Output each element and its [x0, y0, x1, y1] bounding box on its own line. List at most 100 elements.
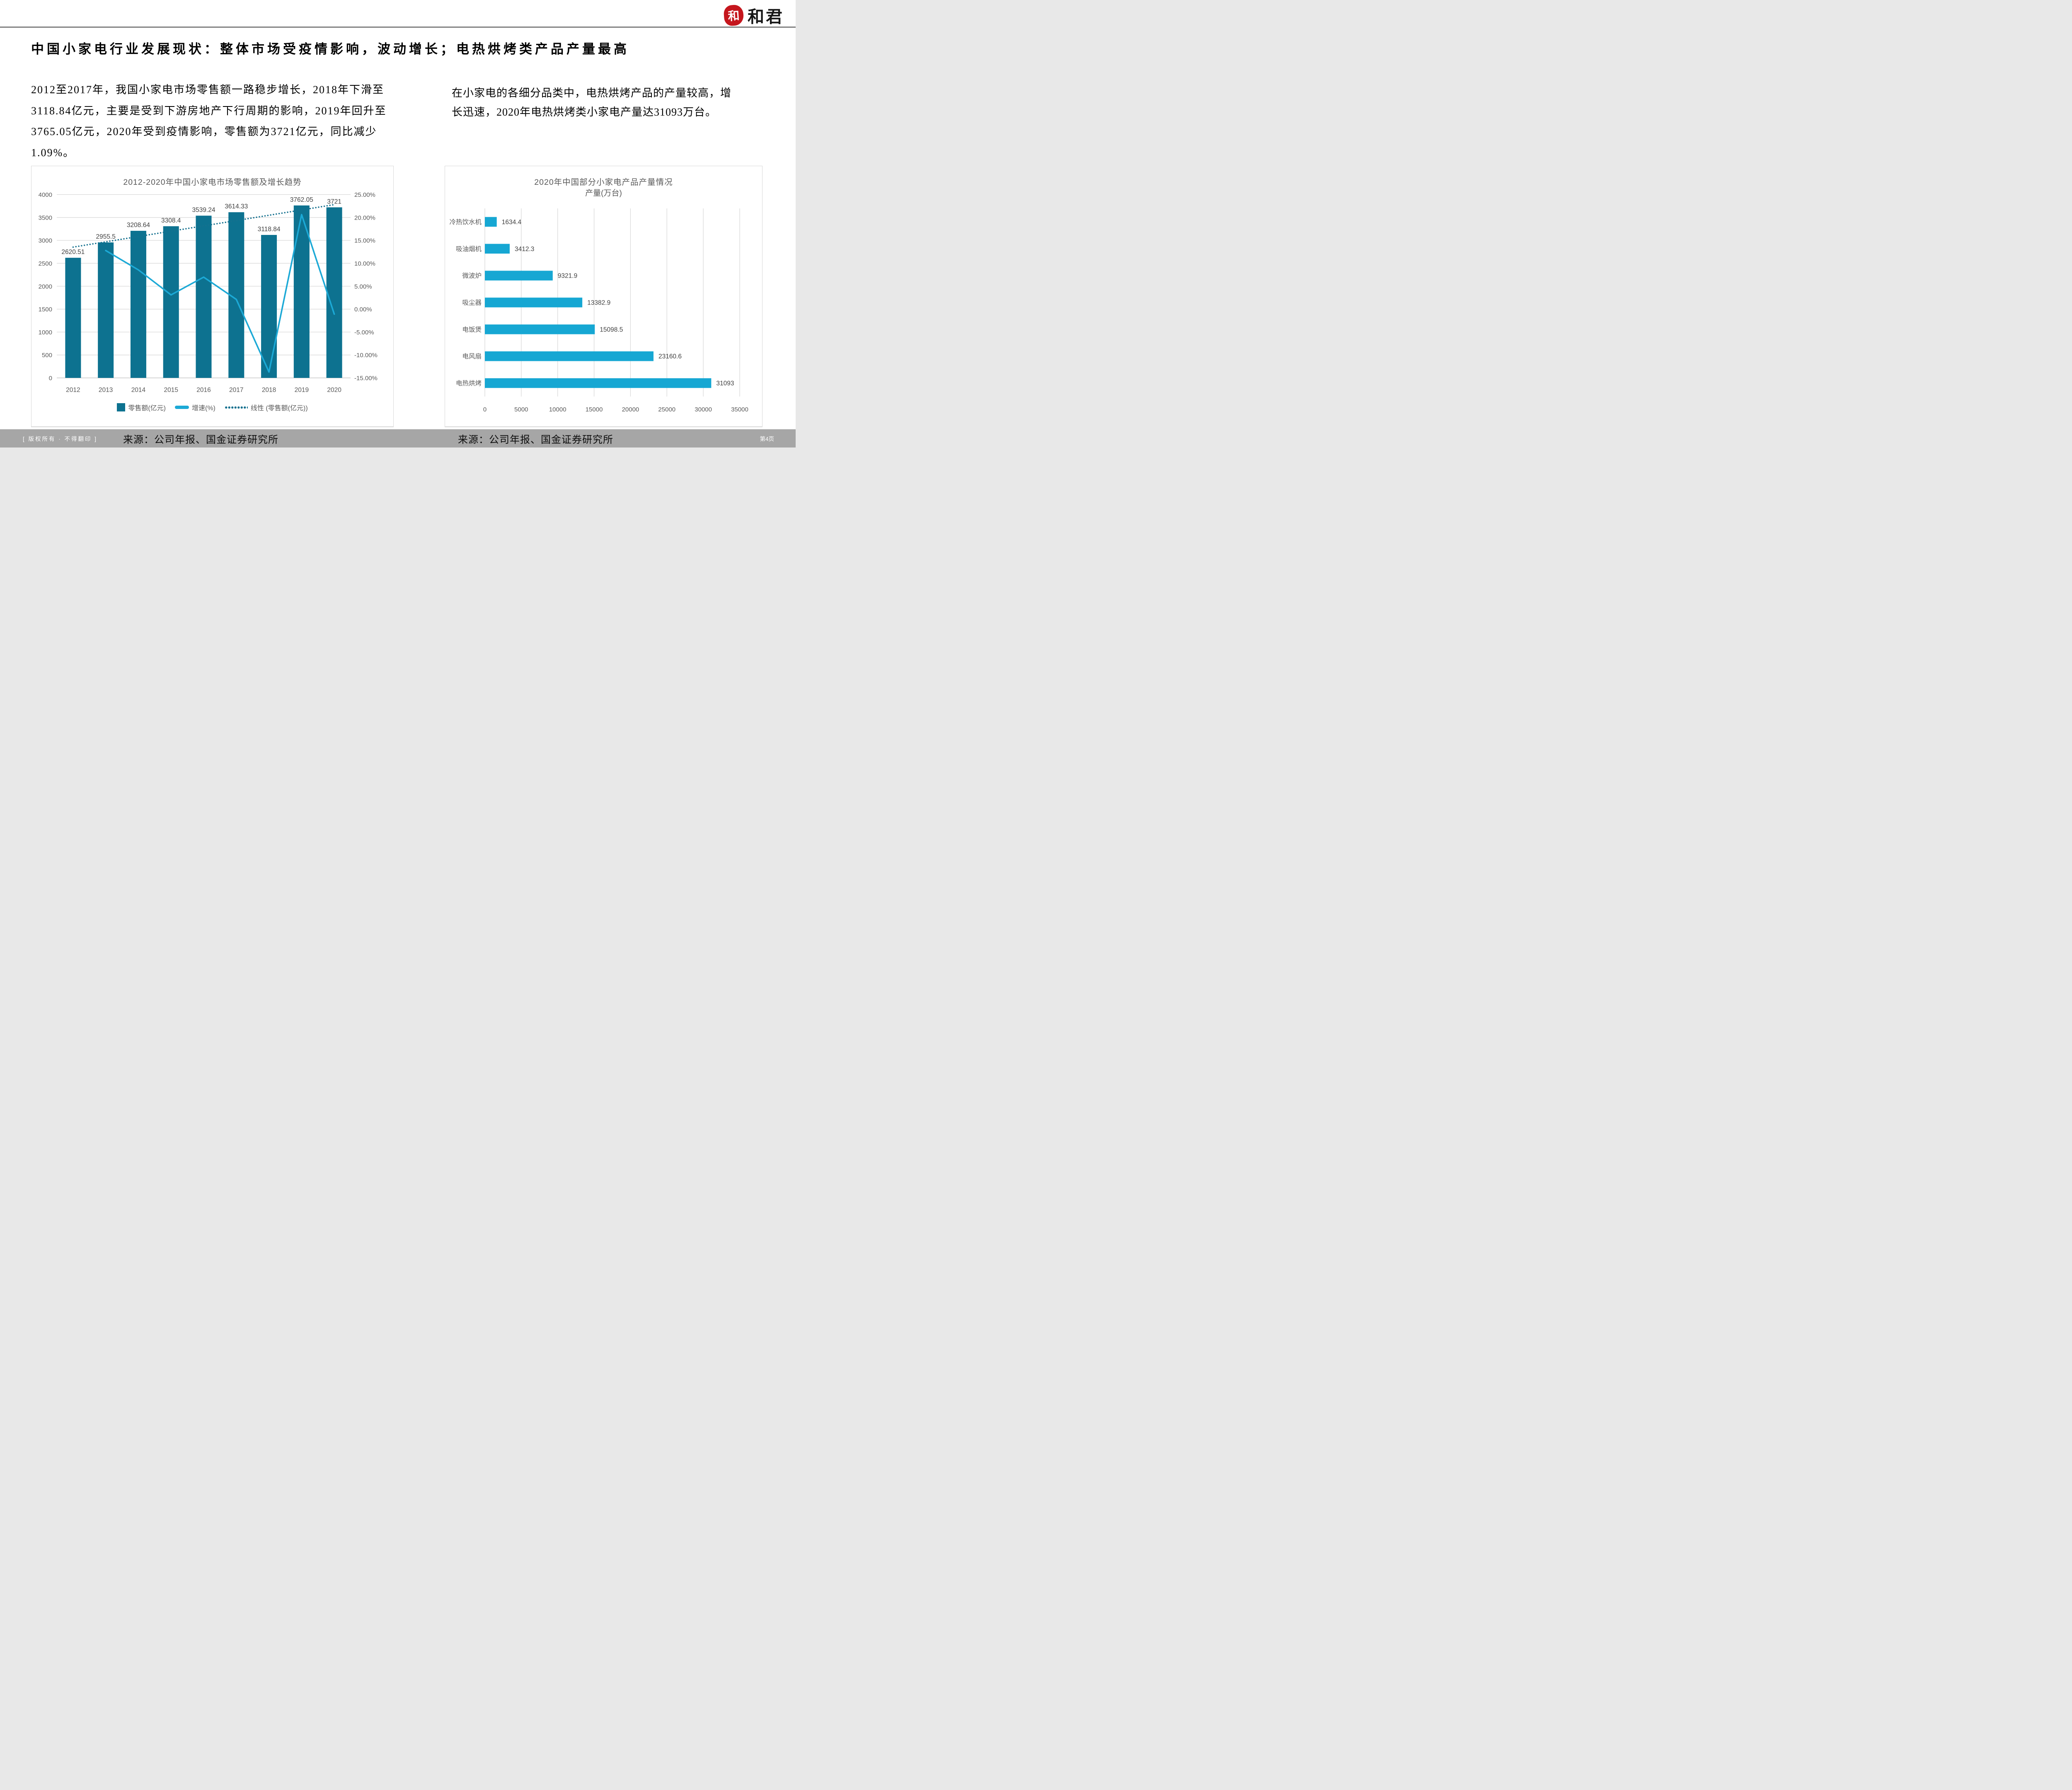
bar-value-label: 3721	[327, 198, 341, 205]
left-axis-tick: 4000	[39, 191, 52, 198]
header-divider	[0, 27, 796, 28]
bar-value-label: 1634.4	[502, 219, 522, 226]
x-axis-label: 2018	[262, 387, 276, 394]
right-axis-tick: 15.00%	[354, 237, 375, 244]
left-axis-tick: 1500	[39, 306, 52, 313]
x-axis-label: 2013	[99, 387, 113, 394]
x-axis-tick: 25000	[658, 406, 675, 413]
legend-dotted-swatch-icon	[224, 406, 248, 409]
left-chart-legend: 零售额(亿元) 增速(%) 线性 (零售额(亿元))	[31, 402, 393, 412]
production-chart-card: 2020年中国部分小家电产品产量情况 产量(万台) 0 5000 10000 1500…	[445, 166, 762, 427]
left-paragraph-line: 3118.84亿元，主要是受到下游房地产下行周期的影响，2019年回升至	[31, 104, 387, 117]
logo-seal-icon: 和	[723, 4, 744, 27]
bar-电热烘烤	[485, 378, 712, 388]
brand-logo: 和 和君	[723, 3, 784, 27]
bar-value-label: 15098.5	[600, 326, 623, 333]
source-note-left: 来源：公司年报、国金证券研究所	[123, 434, 278, 445]
bar-2013	[98, 242, 114, 378]
left-paragraph: 2012至2017年，我国小家电市场零售额一路稳步增长，2018年下滑至 311…	[31, 80, 404, 163]
bar-value-label: 3308.4	[161, 217, 181, 224]
category-label: 电风扇	[462, 353, 482, 360]
logo-seal-char: 和	[727, 10, 740, 23]
legend-label-revenue: 零售额(亿元)	[128, 405, 166, 412]
footer-bar: [ 版权所有 · 不得翻印 ] 来源：公司年报、国金证券研究所 来源：公司年报、…	[0, 429, 796, 448]
logo-brand-text: 和君	[748, 7, 784, 26]
page-number: 第4页	[760, 436, 774, 442]
left-paragraph-line: 2012至2017年，我国小家电市场零售额一路稳步增长，2018年下滑至	[31, 84, 385, 96]
x-axis-label: 2012	[66, 387, 80, 394]
bar-2015	[163, 226, 179, 378]
x-axis-label: 2019	[295, 387, 309, 394]
bar-2018	[261, 235, 277, 378]
right-axis-tick: -10.00%	[354, 352, 378, 359]
copyright-note: [ 版权所有 · 不得翻印 ]	[23, 436, 97, 442]
bar-value-label: 3614.33	[225, 203, 248, 210]
right-axis-tick: 0.00%	[354, 306, 372, 313]
right-axis-tick: 10.00%	[354, 260, 375, 267]
bar-value-label: 23160.6	[658, 353, 682, 360]
right-paragraph-line: 在小家电的各细分品类中，电热烘烤产品的产量较高，增	[452, 87, 732, 99]
legend-label-growth: 增速(%)	[192, 405, 215, 412]
bar-冷热饮水机	[485, 217, 497, 227]
bar-value-label: 3208.64	[127, 222, 150, 229]
growth-line	[105, 214, 335, 373]
bar-电饭煲	[485, 324, 595, 334]
x-axis-label: 2015	[164, 387, 178, 394]
bar-value-label: 3539.24	[192, 206, 215, 213]
category-label: 吸尘器	[462, 299, 482, 307]
x-axis-tick: 20000	[622, 406, 639, 413]
bar-吸尘器	[485, 298, 583, 307]
bar-2014	[130, 231, 146, 378]
x-axis-tick: 10000	[549, 406, 566, 413]
x-axis-tick: 30000	[695, 406, 712, 413]
bar-value-label: 9321.9	[558, 273, 577, 280]
right-paragraph: 在小家电的各细分品类中，电热烘烤产品的产量较高，增 长迅速，2020年电热烘烤类…	[452, 84, 767, 122]
category-label: 微波炉	[462, 272, 482, 280]
x-axis-tick: 15000	[586, 406, 603, 413]
category-label: 电热烘烤	[456, 380, 482, 387]
bar-电风扇	[485, 351, 654, 361]
legend-label-trend: 线性 (零售额(亿元))	[250, 405, 308, 412]
x-axis-label: 2016	[196, 387, 211, 394]
slide: 和 和君 中国小家电行业发展现状：整体市场受疫情影响，波动增长；电热烘烤类产品产…	[0, 0, 796, 448]
left-axis-tick: 500	[42, 352, 52, 359]
left-paragraph-line: 1.09%。	[31, 146, 75, 159]
bar-2012	[65, 258, 81, 378]
category-label: 电饭煲	[462, 326, 482, 333]
x-axis-label: 2020	[327, 387, 341, 394]
x-axis-tick: 5000	[514, 406, 528, 413]
right-axis-tick: -15.00%	[354, 375, 378, 382]
right-axis-tick: -5.00%	[354, 329, 374, 336]
x-axis-tick: 0	[483, 406, 487, 413]
left-axis-tick: 0	[49, 375, 52, 382]
bar-2016	[196, 215, 212, 378]
x-axis-tick: 35000	[731, 406, 748, 413]
legend-line-swatch-icon	[175, 406, 189, 409]
bar-吸油烟机	[485, 244, 510, 254]
right-axis-tick: 5.00%	[354, 283, 372, 290]
source-note-right: 来源：公司年报、国金证券研究所	[458, 434, 613, 445]
production-chart: 0 5000 10000 15000 20000 25000 30000 35000 冷热饮水机…	[449, 208, 748, 413]
category-label: 冷热饮水机	[449, 218, 482, 226]
right-chart-subtitle: 产量(万台)	[585, 189, 622, 198]
retail-trend-chart-card: 2012-2020年中国小家电市场零售额及增长趋势 4000 25.00% 3500…	[31, 166, 394, 427]
category-label: 吸油烟机	[456, 245, 482, 253]
left-axis-tick: 2500	[39, 260, 52, 267]
bar-value-label: 3412.3	[515, 246, 534, 253]
bar-value-label: 31093	[716, 380, 734, 387]
legend-bar-swatch-icon	[117, 403, 126, 411]
bar-微波炉	[485, 271, 553, 281]
left-paragraph-line: 3765.05亿元，2020年受到疫情影响，零售额为3721亿元，同比减少	[31, 126, 377, 138]
x-axis-label: 2017	[229, 387, 243, 394]
retail-trend-chart: 4000 25.00% 3500 20.00% 3000 15.00% 2500 10.00%…	[39, 191, 378, 394]
left-axis-tick: 3000	[39, 237, 52, 244]
right-axis-tick: 25.00%	[354, 191, 375, 198]
legend-item-trend: 线性 (零售额(亿元))	[224, 402, 308, 412]
bar-value-label: 13382.9	[587, 300, 610, 307]
bar-2019	[293, 205, 310, 378]
bar-value-label: 2620.51	[61, 249, 85, 256]
bar-value-label: 3118.84	[258, 226, 281, 233]
right-chart-title: 2020年中国部分小家电产品产量情况	[534, 178, 673, 187]
right-paragraph-line: 长迅速，2020年电热烘烤类小家电产量达31093万台。	[452, 106, 717, 118]
trendline	[72, 204, 335, 248]
